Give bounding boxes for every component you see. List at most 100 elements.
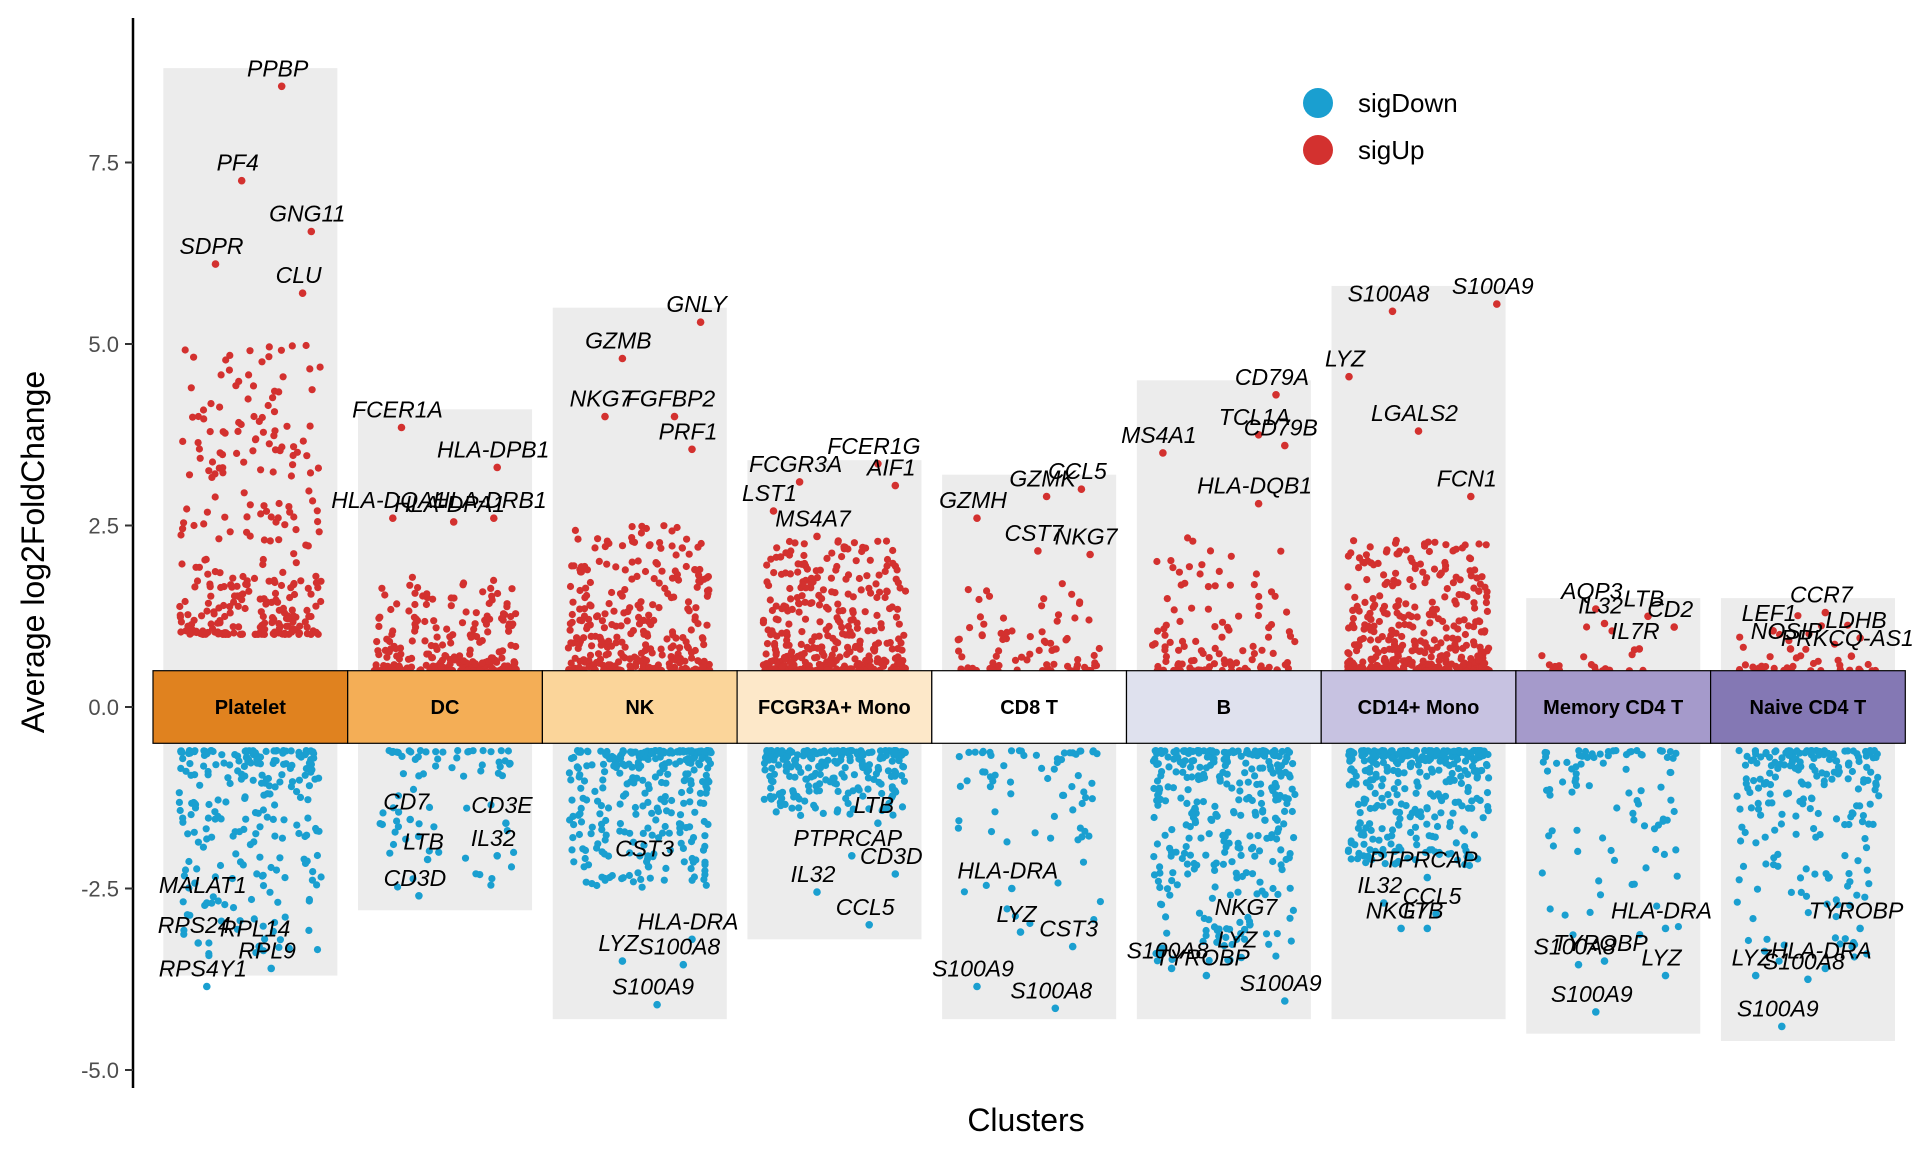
point-up bbox=[303, 606, 311, 615]
point-down bbox=[1164, 783, 1172, 791]
gene-point-il7r bbox=[1635, 645, 1644, 653]
point-down bbox=[575, 830, 584, 839]
point-down bbox=[764, 747, 772, 756]
point-up bbox=[505, 622, 513, 631]
gene-label-s100a8: S100A8 bbox=[638, 934, 720, 960]
point-down bbox=[1630, 816, 1638, 824]
point-down bbox=[1858, 818, 1867, 826]
point-up bbox=[277, 346, 285, 354]
point-up bbox=[206, 580, 214, 588]
point-up bbox=[259, 428, 267, 436]
point-down bbox=[651, 773, 660, 781]
gene-label-aif1: AIF1 bbox=[865, 455, 916, 481]
point-down bbox=[1413, 841, 1421, 849]
point-down bbox=[1397, 756, 1405, 764]
point-up bbox=[430, 617, 438, 625]
point-down bbox=[645, 784, 653, 793]
point-up bbox=[569, 598, 577, 606]
point-down bbox=[641, 789, 649, 797]
point-down bbox=[675, 820, 684, 828]
point-up bbox=[682, 562, 690, 571]
point-down bbox=[1746, 788, 1754, 797]
point-up bbox=[190, 521, 198, 530]
point-down bbox=[1853, 891, 1861, 899]
point-up bbox=[668, 542, 676, 550]
point-up bbox=[1419, 568, 1427, 576]
point-down bbox=[1053, 755, 1061, 763]
point-down bbox=[288, 761, 296, 770]
point-down bbox=[1187, 763, 1195, 771]
point-up bbox=[580, 634, 588, 642]
point-up bbox=[1370, 628, 1378, 636]
point-down bbox=[1820, 777, 1828, 785]
point-down bbox=[1237, 930, 1245, 938]
point-up bbox=[1455, 591, 1463, 599]
point-up bbox=[1035, 646, 1043, 655]
point-up bbox=[1471, 566, 1479, 574]
point-down bbox=[1269, 884, 1277, 893]
point-down bbox=[1219, 768, 1227, 777]
point-up bbox=[634, 557, 642, 565]
point-down bbox=[293, 788, 301, 796]
point-down bbox=[1172, 848, 1180, 856]
point-down bbox=[1237, 811, 1245, 819]
point-down bbox=[1276, 791, 1284, 800]
point-down bbox=[833, 808, 841, 816]
point-down bbox=[1454, 765, 1463, 773]
gene-point-lgals2 bbox=[1414, 427, 1423, 435]
gene-point-fcgr3a bbox=[795, 478, 804, 486]
point-down bbox=[1472, 767, 1480, 775]
point-up bbox=[803, 565, 812, 573]
point-up bbox=[793, 594, 801, 602]
point-down bbox=[1287, 937, 1295, 945]
point-up bbox=[1385, 636, 1393, 644]
point-up bbox=[798, 628, 806, 636]
point-down bbox=[1216, 777, 1224, 785]
point-down bbox=[810, 747, 818, 755]
point-down bbox=[1831, 934, 1839, 942]
point-up bbox=[1218, 618, 1227, 626]
point-up bbox=[646, 541, 654, 549]
point-down bbox=[1224, 828, 1232, 836]
point-down bbox=[234, 767, 242, 775]
point-up bbox=[1794, 612, 1802, 620]
point-down bbox=[419, 770, 427, 778]
point-up bbox=[1396, 612, 1404, 620]
point-down bbox=[211, 808, 219, 816]
point-down bbox=[263, 790, 272, 798]
point-down bbox=[1744, 936, 1752, 945]
point-down bbox=[622, 790, 630, 798]
point-down bbox=[626, 849, 634, 857]
point-down bbox=[598, 826, 606, 834]
point-up bbox=[664, 590, 672, 598]
point-up bbox=[703, 621, 711, 629]
point-down bbox=[761, 766, 769, 774]
point-up bbox=[641, 646, 649, 655]
gene-point-ccl5 bbox=[1077, 485, 1086, 494]
point-down bbox=[884, 767, 893, 775]
point-up bbox=[254, 630, 262, 639]
point-up bbox=[216, 569, 224, 577]
point-down bbox=[1846, 901, 1854, 909]
point-up bbox=[1365, 622, 1373, 631]
point-down bbox=[1208, 747, 1216, 755]
point-down bbox=[229, 904, 238, 912]
point-down bbox=[1215, 925, 1223, 933]
point-down bbox=[509, 848, 518, 857]
point-down bbox=[270, 747, 278, 755]
point-down bbox=[570, 858, 578, 866]
point-down bbox=[1205, 956, 1213, 965]
point-down bbox=[1625, 789, 1633, 797]
point-down bbox=[1757, 811, 1765, 819]
point-up bbox=[1831, 640, 1839, 648]
point-down bbox=[1168, 877, 1176, 885]
point-down bbox=[1412, 834, 1420, 842]
point-down bbox=[1047, 834, 1055, 842]
point-down bbox=[1607, 846, 1615, 855]
point-down bbox=[768, 764, 776, 772]
point-up bbox=[1485, 644, 1493, 652]
gene-point-gzmk bbox=[1042, 492, 1051, 501]
gene-label-s100a9: S100A9 bbox=[932, 956, 1014, 982]
point-down bbox=[1078, 799, 1086, 808]
point-down bbox=[1783, 747, 1792, 755]
